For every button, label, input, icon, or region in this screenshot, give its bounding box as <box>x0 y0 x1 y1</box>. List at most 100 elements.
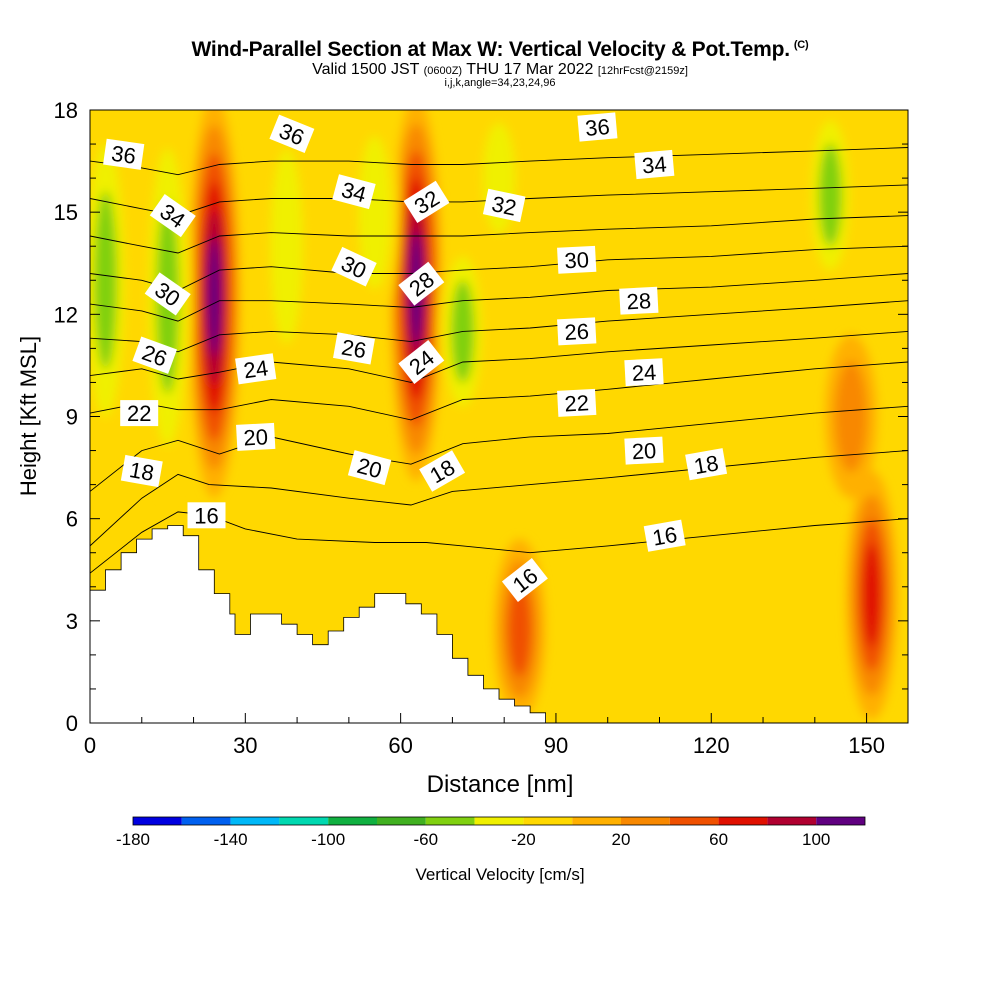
downdraft-band <box>270 148 303 344</box>
contour-label: 24 <box>398 340 445 384</box>
colorbar-tick-label: -140 <box>214 830 248 849</box>
colorbar-swatch <box>523 817 573 825</box>
colorbar-swatch <box>328 817 377 825</box>
contour-label-box <box>333 332 375 365</box>
contour-label-text: 18 <box>692 450 720 479</box>
contour-label: 20 <box>624 436 664 465</box>
contour-label-box <box>577 112 618 142</box>
contour-label-text: 26 <box>340 334 368 363</box>
contour-label-box <box>685 448 728 481</box>
contour-label: 28 <box>619 286 659 315</box>
contour-label-box <box>557 245 597 274</box>
isentrope-32 <box>90 215 908 254</box>
colorbar-tick-label: -60 <box>414 830 439 849</box>
colorbar-swatch <box>181 817 231 825</box>
colorbar-swatch <box>621 817 670 825</box>
contour-label: 34 <box>634 149 675 180</box>
y-tick-label: 18 <box>54 98 78 123</box>
isentrope-24 <box>90 330 908 383</box>
colorbar-swatch <box>133 817 182 825</box>
copyright-mark: (C) <box>793 39 809 51</box>
contour-label: 18 <box>120 454 163 488</box>
grid-info-line: i,j,k,angle=34,23,24,96 <box>444 77 556 89</box>
contour-label-text: 20 <box>243 424 269 450</box>
contour-label: 18 <box>685 448 728 481</box>
contour-label-text: 24 <box>631 360 657 386</box>
contour-label-box <box>144 272 191 316</box>
contour-label: 30 <box>144 272 191 316</box>
contour-label: 22 <box>557 388 597 417</box>
y-axis-label: Height [Kft MSL] <box>16 336 41 496</box>
y-tick-label: 0 <box>66 711 78 736</box>
x-axis-label: Distance [nm] <box>427 771 574 798</box>
contour-label-box <box>624 358 664 387</box>
contour-label-box <box>419 450 466 492</box>
contour-label-box <box>132 336 178 374</box>
isentrope-36 <box>90 147 908 176</box>
updraft-core <box>207 238 221 357</box>
contour-label-box <box>643 519 686 552</box>
colorbar-swatch <box>279 817 329 825</box>
contour-label: 36 <box>103 138 145 170</box>
contour-label-text: 22 <box>127 401 151 426</box>
colorbar-swatch <box>425 817 475 825</box>
downdraft-band <box>93 190 118 370</box>
x-tick-label: 90 <box>544 733 568 758</box>
contour-label: 24 <box>624 358 664 387</box>
y-tick-label: 12 <box>54 302 78 327</box>
colorbar-label: Vertical Velocity [cm/s] <box>415 865 584 884</box>
contour-label-box <box>624 436 664 465</box>
contour-label-box <box>120 400 159 427</box>
downdraft-band <box>358 135 391 289</box>
colorbar: -180 -140 -100 -60 -20 20 60 100 <box>116 816 866 849</box>
colorbar-swatch <box>474 817 524 825</box>
contour-label-box <box>236 422 276 451</box>
contour-label-text: 36 <box>584 114 611 141</box>
updraft-core <box>862 543 881 648</box>
contour-label-box <box>398 340 445 384</box>
contour-label: 32 <box>482 188 526 223</box>
contour-label-box <box>482 188 526 223</box>
contour-label-box <box>347 450 392 486</box>
colorbar-frame <box>132 816 866 826</box>
updraft-core <box>835 360 868 473</box>
contour-label-text: 36 <box>110 141 138 169</box>
contour-label: 22 <box>120 400 159 427</box>
contour-label: 36 <box>577 112 618 142</box>
contour-label-box <box>332 174 376 210</box>
colorbar-tick-label: 60 <box>709 830 728 849</box>
contour-label: 20 <box>347 450 392 486</box>
contour-label-box <box>187 502 226 529</box>
contour-label-box <box>619 286 659 315</box>
updraft-core <box>508 581 532 678</box>
colorbar-swatch <box>377 817 426 825</box>
y-tick-label: 15 <box>54 200 78 225</box>
y-tick-label: 9 <box>66 405 78 430</box>
contour-label-text: 18 <box>127 457 155 486</box>
contour-label-text: 32 <box>490 191 519 221</box>
contour-label-box <box>403 180 450 223</box>
isentrope-28 <box>90 273 908 322</box>
isentrope-22 <box>90 361 908 421</box>
y-tick-label: 3 <box>66 609 78 634</box>
contour-label-box <box>149 194 196 238</box>
colorbar-tick-label: -180 <box>116 830 150 849</box>
colorbar-swatch <box>767 817 817 825</box>
contour-label-box <box>557 317 597 346</box>
contour-label: 24 <box>235 353 277 385</box>
y-tick-label: 6 <box>66 507 78 532</box>
contour-label: 30 <box>557 245 597 274</box>
contour-label-text: 22 <box>564 390 590 416</box>
terrain-mask <box>90 525 546 723</box>
contour-label-text: 24 <box>242 355 270 383</box>
contour-label-text: 30 <box>564 247 590 273</box>
colorbar-swatch <box>816 817 865 825</box>
contour-label-box <box>120 454 163 488</box>
contour-label: 26 <box>333 332 375 365</box>
isentrope-16 <box>90 511 908 574</box>
contour-label-text: 26 <box>564 319 590 345</box>
contour-label-box <box>331 246 377 287</box>
contour-label: 20 <box>236 422 276 451</box>
contour-label: 34 <box>332 174 376 210</box>
